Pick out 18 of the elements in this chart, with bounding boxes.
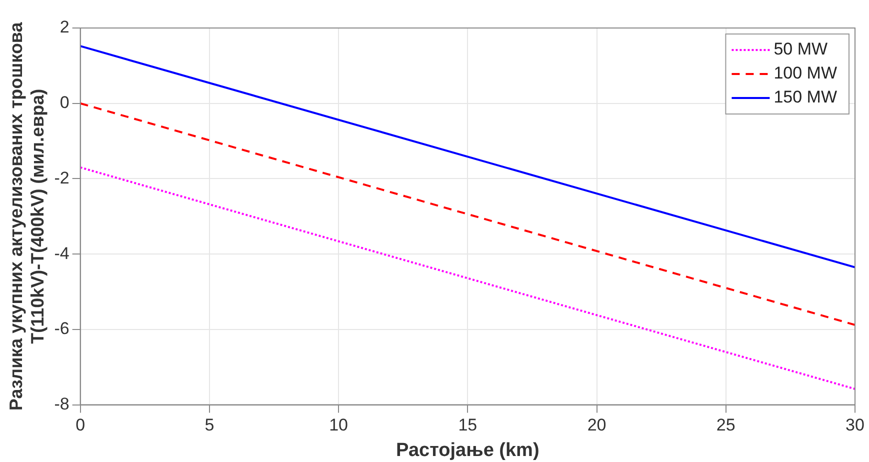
x-tick-label: 30 — [846, 416, 864, 435]
y-axis-title: Разлика укупних актуелизованих трошкова T(110kV)-T(400kV) (мил.евра) — [6, 21, 48, 411]
y-tick-label: -2 — [54, 168, 70, 188]
y-tick-label: 2 — [60, 18, 70, 37]
x-tick-label: 20 — [587, 416, 606, 435]
y-tick-label: -8 — [54, 394, 70, 414]
y-tick-label: -4 — [54, 244, 70, 263]
x-tick-label: 0 — [76, 416, 86, 435]
x-axis-title: Растојање (km) — [396, 440, 540, 461]
legend-label: 50 MW — [774, 40, 828, 59]
x-tick-label: 10 — [329, 416, 348, 435]
legend-label: 150 MW — [774, 88, 838, 107]
y-tick-label: -6 — [54, 319, 70, 338]
x-tick-label: 25 — [716, 416, 736, 435]
y-tick-label: 0 — [60, 93, 70, 112]
x-tick-label: 15 — [458, 416, 478, 435]
x-tick-label: 5 — [204, 416, 214, 435]
legend-label: 100 MW — [774, 64, 838, 83]
